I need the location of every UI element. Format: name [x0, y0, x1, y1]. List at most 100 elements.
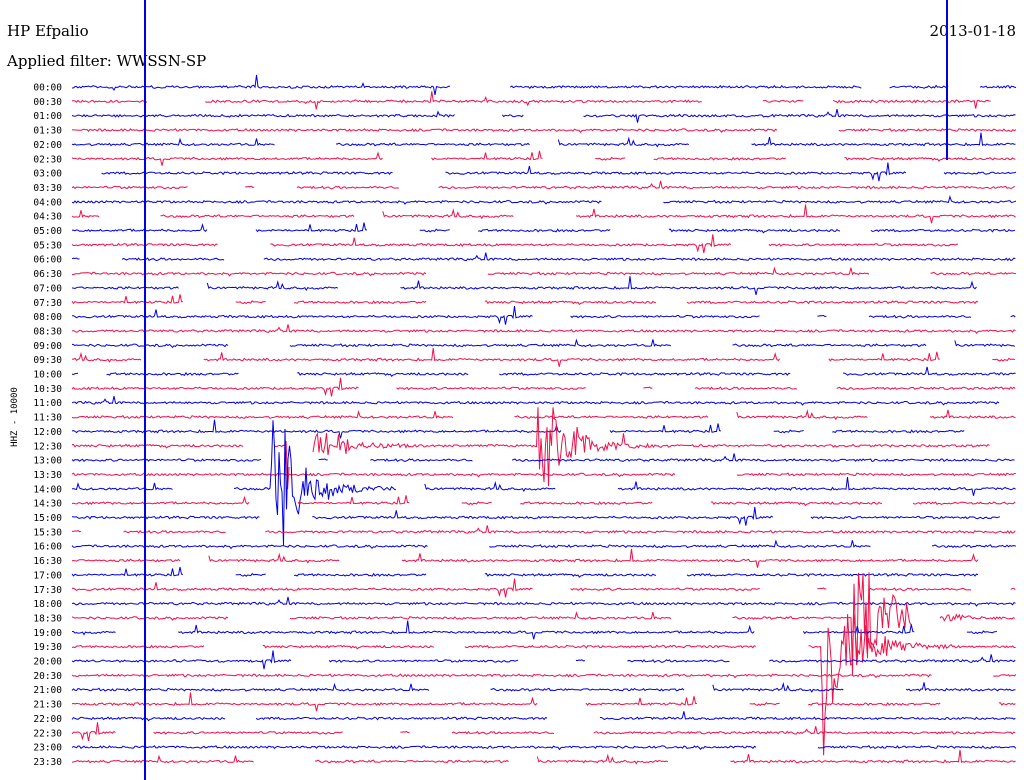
row-label: 21:30	[33, 700, 62, 711]
row-label: 19:30	[33, 642, 62, 653]
trace-row	[71, 276, 977, 296]
trace-row	[71, 74, 1017, 95]
trace-row	[71, 745, 1017, 751]
row-label: 07:00	[33, 283, 62, 294]
row-label: 02:30	[33, 154, 62, 165]
trace-row	[71, 222, 1016, 234]
row-label: 16:30	[33, 556, 62, 567]
trace-row	[71, 91, 991, 110]
row-label: 05:30	[33, 240, 62, 251]
trace-row	[71, 525, 1016, 534]
row-label: 14:00	[33, 484, 62, 495]
row-label: 06:30	[33, 269, 62, 280]
row-label: 17:00	[33, 570, 62, 581]
trace-row	[71, 506, 1001, 526]
row-label: 05:00	[33, 226, 62, 237]
trace-row	[72, 234, 1016, 253]
trace-row	[101, 162, 1017, 182]
row-label: 10:30	[33, 384, 62, 395]
station-name: HP Efpalio	[7, 22, 89, 40]
trace-row	[72, 548, 979, 568]
row-label: 11:30	[33, 413, 62, 424]
trace-row	[71, 377, 1016, 397]
trace-row	[71, 347, 1015, 367]
trace-row	[71, 419, 965, 439]
row-label: 11:00	[33, 398, 62, 409]
trace-row	[71, 324, 1016, 334]
row-label: 20:30	[33, 671, 62, 682]
row-label: 04:00	[33, 197, 62, 208]
row-label: 09:30	[33, 355, 62, 366]
row-label: 06:00	[33, 255, 62, 266]
record-date: 2013-01-18	[929, 22, 1016, 40]
trace-row	[71, 692, 1016, 712]
trace-row	[71, 395, 1000, 406]
row-label: 18:00	[33, 599, 62, 610]
trace-row	[71, 150, 1016, 166]
row-label: 22:00	[33, 714, 62, 725]
trace-row	[71, 596, 1016, 607]
trace-row	[71, 539, 1017, 550]
row-label: 21:00	[33, 685, 62, 696]
row-label: 12:30	[33, 441, 62, 452]
filter-label: Applied filter: WWSSN-SP	[7, 52, 207, 70]
row-label: 13:30	[33, 470, 62, 481]
row-label: 04:30	[33, 212, 62, 223]
row-label: 10:00	[33, 370, 62, 381]
row-label: 14:30	[33, 499, 62, 510]
row-label: 08:00	[33, 312, 62, 323]
trace-row	[71, 180, 1015, 190]
trace-row	[71, 409, 1016, 421]
trace-row	[71, 612, 1016, 756]
trace-row	[71, 266, 1017, 277]
trace-row	[71, 722, 1016, 741]
trace-row	[71, 650, 1016, 670]
row-label: 12:00	[33, 427, 62, 438]
trace-row	[71, 108, 1016, 123]
row-label: 18:30	[33, 613, 62, 624]
trace-row	[71, 204, 1016, 224]
trace-row	[71, 472, 1017, 478]
row-label: 16:00	[33, 542, 62, 553]
trace-row	[71, 673, 1017, 679]
row-label: 23:00	[33, 743, 62, 754]
trace-row	[71, 749, 1016, 765]
row-label: 03:30	[33, 183, 62, 194]
trace-row	[71, 578, 1016, 598]
row-label: 08:30	[33, 326, 62, 337]
trace-row	[71, 338, 1016, 349]
row-label: 20:00	[33, 657, 62, 668]
row-label: 17:30	[33, 585, 62, 596]
trace-row	[71, 566, 979, 578]
trace-row	[71, 495, 1016, 507]
trace-row	[71, 132, 1016, 148]
row-label: 15:30	[33, 527, 62, 538]
trace-row	[71, 128, 1017, 134]
row-label: 09:00	[33, 341, 62, 352]
trace-row	[71, 681, 1016, 693]
trace-row	[71, 366, 1016, 377]
trace-row	[71, 572, 1015, 675]
row-label: 15:00	[33, 513, 62, 524]
row-label: 13:00	[33, 456, 62, 467]
row-label: 00:30	[33, 97, 62, 108]
row-label: 07:30	[33, 298, 62, 309]
row-label: 23:30	[33, 757, 62, 768]
trace-row	[72, 306, 1016, 325]
row-label: 19:00	[33, 628, 62, 639]
trace-row	[71, 420, 1016, 546]
trace-row	[71, 294, 979, 306]
trace-row	[71, 620, 998, 640]
trace-row	[71, 407, 990, 490]
row-label: 02:00	[33, 140, 62, 151]
row-label: 01:00	[33, 111, 62, 122]
row-label: 22:30	[33, 728, 62, 739]
trace-row	[71, 711, 1016, 722]
row-label: 00:00	[33, 83, 62, 94]
trace-row	[71, 252, 1016, 262]
trace-row	[71, 453, 1015, 463]
row-label: 01:30	[33, 126, 62, 137]
row-label: 03:00	[33, 169, 62, 180]
trace-row	[71, 194, 1017, 205]
